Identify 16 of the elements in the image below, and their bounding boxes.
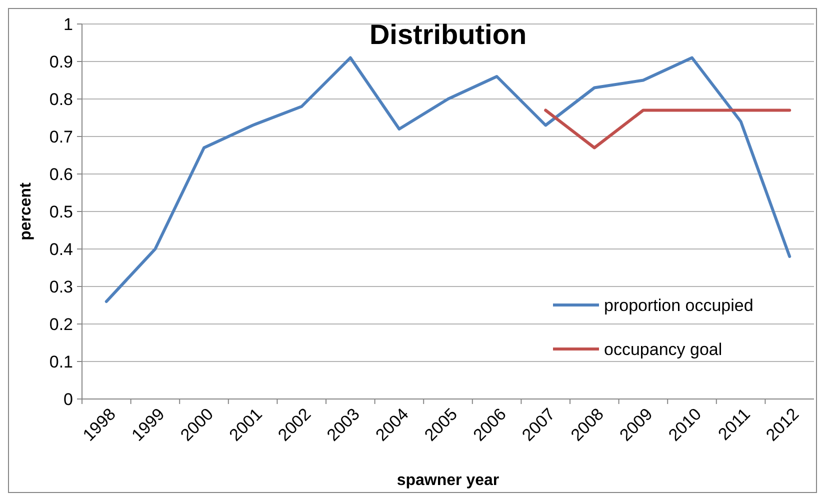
y-tick-label: 0.6 (49, 164, 73, 184)
y-tick-label: 0.8 (49, 90, 73, 109)
y-tick-label: 0 (64, 390, 73, 409)
y-tick-label: 0.7 (49, 127, 73, 146)
y-tick-label: 0.1 (49, 352, 73, 372)
y-tick-label: 0.5 (49, 202, 73, 222)
y-tick-label: 0.2 (49, 314, 73, 334)
legend-label: proportion occupied (604, 296, 754, 315)
y-tick-label: 0.4 (49, 240, 73, 259)
legend-label: occupancy goal (604, 340, 722, 359)
y-tick-label: 1 (64, 14, 73, 34)
y-axis-title: percent (18, 182, 35, 240)
chart-title: Distribution (369, 18, 527, 50)
y-tick-label: 0.9 (49, 52, 73, 72)
x-axis-title: spawner year (396, 472, 500, 489)
y-tick-label: 0.3 (49, 277, 73, 296)
